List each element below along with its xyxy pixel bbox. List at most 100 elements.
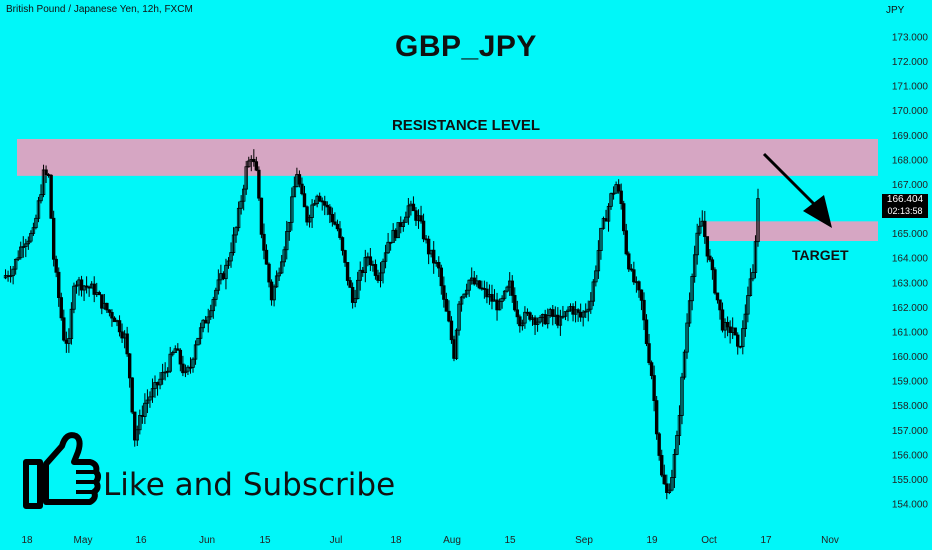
- y-tick-label: 155.000: [892, 475, 929, 486]
- x-tick-label: Nov: [821, 535, 839, 546]
- candle-body: [345, 262, 350, 281]
- candle-body: [462, 293, 466, 298]
- candle-body: [198, 327, 203, 339]
- thumbs-up-icon: [23, 432, 101, 509]
- candle-body: [297, 174, 302, 185]
- candle-body: [257, 169, 261, 199]
- candle-body: [343, 250, 347, 263]
- candle-body: [183, 370, 188, 374]
- candle-body: [231, 234, 236, 253]
- x-tick-label: Jul: [330, 535, 343, 546]
- candle-body: [713, 269, 717, 294]
- candle-body: [191, 358, 195, 368]
- candle-body: [92, 283, 96, 295]
- candle-body: [363, 257, 367, 274]
- y-tick-label: 167.000: [892, 180, 929, 191]
- candle-body: [708, 255, 712, 261]
- thumb-hand: [43, 432, 101, 505]
- candle-body: [647, 343, 651, 364]
- candle-body: [404, 216, 408, 223]
- candle-body: [158, 378, 162, 386]
- x-tick-label: 15: [504, 535, 516, 546]
- candle-body: [381, 260, 385, 274]
- candle-body: [62, 317, 66, 341]
- candle-body: [165, 370, 170, 373]
- candle-body: [662, 474, 666, 485]
- candle-body: [181, 363, 185, 374]
- candle-body: [513, 295, 517, 311]
- candle-body: [302, 193, 307, 208]
- candle-body: [117, 320, 122, 333]
- candle-body: [338, 228, 342, 238]
- y-tick-label: 162.000: [892, 303, 929, 314]
- candle-body: [736, 334, 740, 347]
- candle-body: [285, 231, 289, 251]
- candle-body: [148, 396, 152, 401]
- candle-body: [561, 315, 565, 318]
- candle-body: [31, 227, 36, 234]
- candle-body: [171, 352, 175, 355]
- candle-body: [698, 225, 702, 234]
- candle-body: [589, 300, 593, 310]
- candle-body: [383, 252, 388, 262]
- candle-body: [437, 261, 441, 269]
- candle-body: [594, 270, 598, 283]
- candle-body: [632, 269, 636, 283]
- candle-body: [138, 415, 142, 431]
- y-tick-label: 161.000: [892, 327, 929, 338]
- y-tick-label: 165.000: [892, 229, 929, 240]
- candle-body: [34, 217, 38, 229]
- candle-body: [168, 353, 172, 372]
- candle-body: [300, 183, 304, 195]
- candle-body: [236, 207, 241, 229]
- candle-body: [317, 195, 322, 202]
- candle-body: [447, 310, 451, 322]
- candle-body: [753, 241, 758, 273]
- candle-body: [348, 280, 352, 288]
- candle-body: [411, 203, 416, 212]
- candle-body: [153, 382, 157, 390]
- candle-body: [26, 240, 31, 245]
- candle-body: [741, 328, 745, 348]
- candle-body: [457, 303, 461, 331]
- candle-body: [282, 249, 286, 263]
- candle-body: [19, 246, 23, 259]
- candle-body: [127, 353, 132, 379]
- candle-body: [502, 290, 507, 299]
- candle-body: [13, 258, 18, 270]
- candle-body: [274, 275, 279, 288]
- candle-body: [150, 388, 155, 398]
- y-tick-label: 158.000: [892, 401, 929, 412]
- candle-body: [312, 203, 317, 206]
- candle-body: [459, 296, 464, 305]
- candle-body: [477, 280, 482, 289]
- x-tick-label: 19: [646, 535, 658, 546]
- x-tick-label: 15: [259, 535, 271, 546]
- candle-body: [601, 218, 606, 229]
- candle-body: [619, 190, 623, 205]
- candle-body: [710, 259, 715, 271]
- y-tick-label: 157.000: [892, 426, 929, 437]
- candle-body: [558, 316, 563, 326]
- candle-body: [241, 188, 246, 202]
- candle-body: [378, 272, 383, 281]
- bar-countdown-label: 02:13:58: [882, 206, 928, 218]
- y-tick-label: 172.000: [892, 57, 929, 68]
- thumb-fingers: [76, 470, 96, 494]
- candle-body: [637, 281, 641, 291]
- x-tick-label: Oct: [701, 535, 717, 546]
- candle-body: [533, 317, 537, 325]
- candle-body: [216, 279, 221, 291]
- candle-body: [649, 362, 654, 376]
- candle-body: [464, 289, 469, 295]
- x-tick-label: 18: [390, 535, 402, 546]
- candle-body: [69, 308, 74, 339]
- candle-body: [654, 400, 659, 435]
- y-tick-label: 163.000: [892, 278, 929, 289]
- candle-body: [505, 286, 509, 292]
- candle-body: [751, 272, 755, 280]
- candle-body: [160, 372, 165, 380]
- thumb-cuff: [23, 459, 43, 509]
- candle-body: [259, 197, 264, 235]
